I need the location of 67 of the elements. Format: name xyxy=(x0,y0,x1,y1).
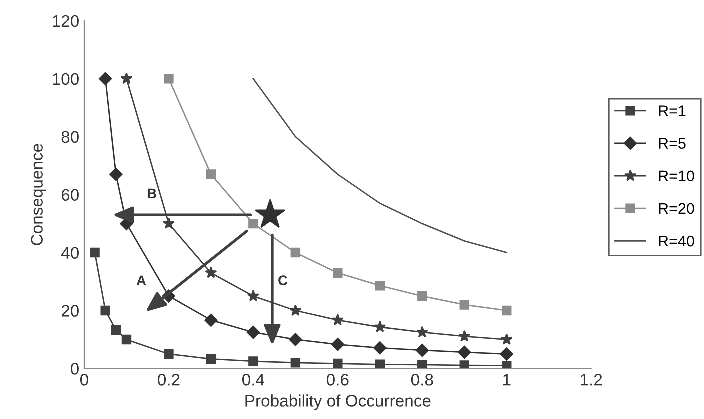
point xyxy=(374,342,387,355)
point xyxy=(500,333,513,345)
y-tick-label: 0 xyxy=(71,363,79,375)
x-tick-label: 0.6 xyxy=(326,374,349,386)
point xyxy=(502,360,512,369)
y-tick-label: 40 xyxy=(61,247,79,259)
point xyxy=(290,248,301,258)
point xyxy=(255,199,286,228)
y-axis-title: Consequence xyxy=(31,144,46,246)
point xyxy=(122,334,132,345)
point xyxy=(290,358,301,368)
point xyxy=(375,280,386,291)
line-series xyxy=(252,78,508,254)
x-tick-label: 1.2 xyxy=(581,374,602,386)
annotation: C xyxy=(278,276,288,286)
y-tick-label: 120 xyxy=(53,15,79,28)
point xyxy=(164,349,174,360)
point xyxy=(111,325,122,336)
x-tick-label: 0.2 xyxy=(158,374,180,386)
y-tick-label: 60 xyxy=(62,189,79,202)
point xyxy=(333,358,343,369)
point xyxy=(205,266,218,278)
point xyxy=(289,333,302,346)
point xyxy=(120,72,133,84)
point xyxy=(458,346,472,360)
point xyxy=(248,356,258,366)
legend-label: R=5 xyxy=(659,138,686,149)
point xyxy=(460,300,470,310)
y-tick-label: 20 xyxy=(62,305,79,317)
y-tick-label: 100 xyxy=(53,73,79,86)
x-tick-label: 0 xyxy=(80,374,88,386)
point xyxy=(418,360,428,369)
point xyxy=(502,306,512,316)
point xyxy=(458,330,471,342)
point xyxy=(162,218,175,230)
point xyxy=(331,338,345,352)
x-tick-label: 0.8 xyxy=(411,374,434,386)
point xyxy=(100,306,110,316)
point xyxy=(418,291,428,302)
legend-label: R=1 xyxy=(659,106,686,116)
y-tick-label: 80 xyxy=(62,131,79,144)
point xyxy=(206,354,216,364)
point xyxy=(332,314,344,326)
x-axis-title: Probability of Occurrence xyxy=(246,394,431,410)
point xyxy=(248,218,258,229)
point xyxy=(110,168,123,182)
point xyxy=(333,268,343,278)
annotation: B xyxy=(148,188,156,198)
point xyxy=(246,326,260,340)
point xyxy=(500,348,514,361)
legend-label: R=40 xyxy=(659,236,694,247)
point xyxy=(374,321,386,332)
point xyxy=(290,304,302,316)
point xyxy=(416,344,429,358)
point xyxy=(416,326,428,338)
point xyxy=(247,290,260,302)
annotation: A xyxy=(136,276,146,286)
legend-label: R=20 xyxy=(659,203,694,214)
x-tick-label: 1 xyxy=(504,374,511,386)
point xyxy=(164,74,174,84)
point xyxy=(460,360,470,369)
point xyxy=(99,72,112,86)
point xyxy=(206,170,216,180)
point xyxy=(90,248,100,258)
legend-label: R=10 xyxy=(659,170,694,182)
point xyxy=(204,314,218,327)
x-tick-label: 0.4 xyxy=(242,374,265,386)
